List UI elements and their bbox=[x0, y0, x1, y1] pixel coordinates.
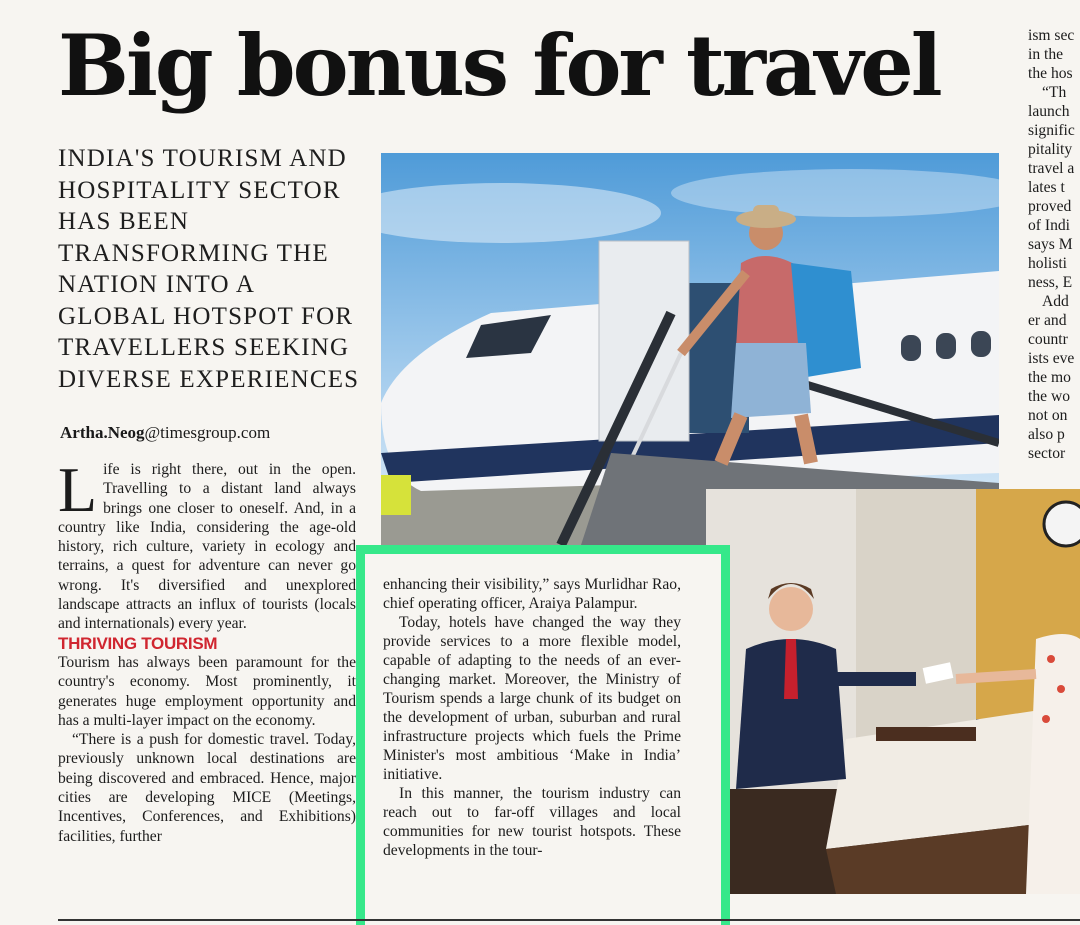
right-column-line: launch bbox=[1028, 103, 1070, 120]
byline-domain: @timesgroup.com bbox=[144, 423, 271, 442]
right-column-line: signific bbox=[1028, 122, 1075, 139]
right-column-line: ists eve bbox=[1028, 350, 1075, 367]
byline-name: Artha.Neog bbox=[60, 423, 145, 442]
paragraph-hotels-changed: Today, hotels have changed the way they … bbox=[383, 614, 681, 783]
paragraph-tourism-reach: In this manner, the tourism industry can… bbox=[383, 785, 681, 859]
right-column-line: ism sec bbox=[1028, 27, 1075, 44]
right-column-line: also p bbox=[1028, 426, 1065, 443]
paragraph-intro-text: ife is right there, out in the open. Tra… bbox=[58, 461, 356, 633]
article-column-right-cropped: ism sec in the the hos “Th launch signific pit… bbox=[1028, 26, 1080, 463]
right-column-line: “Th bbox=[1042, 84, 1067, 101]
paragraph-tourism-economy: Tourism has always been paramount for th… bbox=[58, 653, 356, 729]
highlight-frame bbox=[356, 545, 730, 925]
right-column-line: pitality bbox=[1028, 141, 1073, 158]
photo-hotel-reception bbox=[706, 489, 1080, 894]
right-column-line: the hos bbox=[1028, 65, 1073, 82]
deck-subtitle: India's tourism and hospitality sector h… bbox=[58, 145, 360, 393]
byline: Artha.Neog@timesgroup.com bbox=[60, 423, 270, 443]
right-column-line: Add bbox=[1042, 293, 1069, 310]
right-column-line: er and bbox=[1028, 312, 1067, 329]
right-column-line: the wo bbox=[1028, 388, 1071, 405]
article-column-middle: enhancing their visibility,” says Murlid… bbox=[383, 575, 681, 860]
bottom-rule bbox=[58, 919, 1080, 921]
right-column-line: says M bbox=[1028, 236, 1073, 253]
drop-cap: L bbox=[58, 454, 98, 525]
right-column-line: ness, E bbox=[1028, 274, 1073, 291]
right-column-line: holisti bbox=[1028, 255, 1067, 272]
right-column-line: in the bbox=[1028, 46, 1064, 63]
right-column-line: proved bbox=[1028, 198, 1072, 215]
right-column-line: the mo bbox=[1028, 369, 1071, 386]
paragraph-domestic-travel: “There is a push for domestic travel. To… bbox=[58, 731, 356, 845]
paragraph-visibility-quote: enhancing their visibility,” says Murlid… bbox=[383, 576, 681, 612]
right-column-line: of Indi bbox=[1028, 217, 1071, 234]
right-column-line: countr bbox=[1028, 331, 1068, 348]
right-column-line: sector bbox=[1028, 445, 1066, 462]
subhead-thriving-tourism: THRIVING TOURISM bbox=[58, 633, 218, 653]
photo-traveller-boarding-plane bbox=[381, 153, 999, 545]
right-column-line: lates t bbox=[1028, 179, 1065, 196]
right-column-line: travel a bbox=[1028, 160, 1075, 177]
right-column-line: not on bbox=[1028, 407, 1068, 424]
headline: Big bonus for travel bbox=[58, 16, 943, 115]
